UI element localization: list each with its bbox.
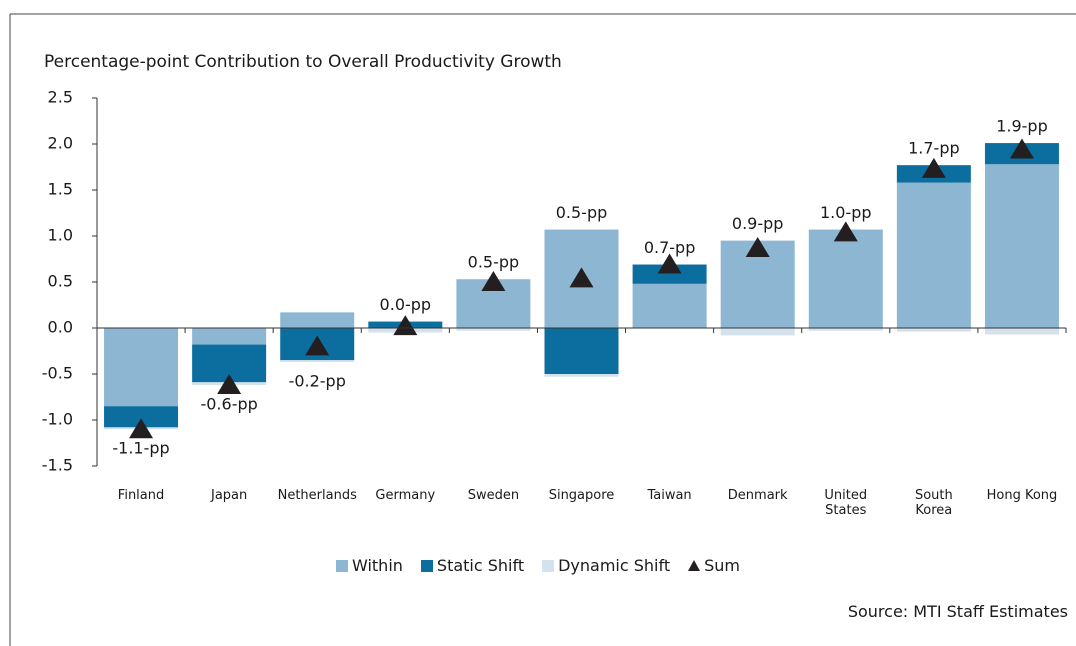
- legend-label: Sum: [704, 556, 741, 575]
- legend-swatch: [420, 559, 433, 572]
- data-label: 1.9-pp: [996, 117, 1048, 136]
- x-tick-label: Sweden: [467, 488, 520, 503]
- data-label: 0.7-pp: [644, 238, 696, 257]
- bar-segment: [720, 328, 795, 336]
- x-tick-label: Singapore: [548, 488, 615, 503]
- legend-item: Static Shift: [420, 556, 525, 575]
- x-tick-label: United States: [824, 488, 868, 518]
- y-tick-label: 0.0: [48, 318, 73, 337]
- sum-marker: [481, 271, 506, 291]
- bar-segment: [544, 374, 619, 377]
- x-tick-label-box: United States: [824, 488, 868, 518]
- source-note: Source: MTI Staff Estimates: [847, 602, 1068, 621]
- data-label: -0.6-pp: [200, 395, 257, 414]
- legend-label: Within: [351, 556, 403, 575]
- x-tick-label-box: South Korea: [914, 488, 953, 518]
- bar-segment: [808, 328, 883, 331]
- legend-item: Dynamic Shift: [542, 556, 670, 575]
- bar-segment: [104, 328, 179, 407]
- bar-segment: [896, 328, 971, 332]
- data-label: 0.9-pp: [732, 214, 784, 233]
- sum-marker: [217, 374, 242, 395]
- data-label: 1.7-pp: [908, 139, 960, 158]
- x-tick-label-box: Sweden: [467, 488, 520, 503]
- y-tick-label: 1.0: [48, 226, 73, 245]
- x-tick-label: Denmark: [727, 488, 788, 503]
- bar-segment: [896, 182, 971, 328]
- bar-segment: [192, 328, 267, 345]
- x-tick-label: Finland: [117, 488, 165, 503]
- sum-marker: [745, 236, 770, 257]
- bar-segment: [104, 406, 179, 428]
- sum-marker: [921, 157, 946, 178]
- x-tick-label: Netherlands: [277, 488, 357, 503]
- data-label: 0.5-pp: [468, 253, 520, 272]
- data-label: 0.0-pp: [380, 295, 432, 314]
- bar-segment: [544, 328, 619, 374]
- y-tick-label: -1.0: [42, 410, 73, 429]
- data-label: -0.2-pp: [289, 372, 346, 391]
- sum-marker: [1009, 138, 1034, 159]
- y-tick-label: -0.5: [42, 364, 73, 383]
- x-tick-label: South Korea: [914, 488, 953, 518]
- x-tick-label-box: Netherlands: [277, 488, 357, 503]
- bar-segment: [280, 360, 355, 363]
- x-tick-label-box: Singapore: [548, 488, 615, 503]
- sum-marker: [833, 221, 858, 242]
- bar-segment: [632, 264, 707, 284]
- legend-item: Sum: [688, 556, 740, 575]
- bar-segment: [632, 283, 707, 328]
- x-tick-label-box: Japan: [210, 488, 248, 503]
- sum-marker: [657, 253, 682, 274]
- y-tick-label: 0.5: [48, 272, 73, 291]
- sum-marker: [569, 267, 594, 288]
- x-tick-label: Germany: [375, 488, 436, 503]
- chart-title: Percentage-point Contribution to Overall…: [44, 52, 562, 72]
- data-label: 1.0-pp: [820, 203, 872, 222]
- x-tick-label-box: Taiwan: [647, 488, 692, 503]
- legend-label: Static Shift: [436, 556, 525, 575]
- legend-item: Within: [335, 556, 403, 575]
- sum-marker: [393, 315, 418, 336]
- sum-marker: [129, 418, 154, 439]
- y-tick-label: -1.5: [42, 456, 73, 475]
- y-tick-label: 2.5: [48, 88, 73, 107]
- legend-marker: [688, 560, 701, 571]
- data-label: -1.1-pp: [112, 439, 169, 458]
- sum-marker: [305, 335, 330, 356]
- bar-segment: [280, 312, 355, 328]
- x-tick-label: Japan: [210, 488, 248, 503]
- x-tick-label-box: Germany: [375, 488, 436, 503]
- legend: Within Static Shift Dynamic Shift Sum: [0, 556, 1076, 575]
- x-tick-label-box: Finland: [117, 488, 165, 503]
- legend-swatch: [542, 559, 555, 572]
- data-label: 0.5-pp: [556, 203, 608, 222]
- y-tick-label: 1.5: [48, 180, 73, 199]
- legend-swatch: [335, 559, 348, 572]
- x-tick-label-box: Denmark: [727, 488, 788, 503]
- bar-segment: [808, 229, 883, 328]
- x-tick-label-box: Hong Kong: [986, 488, 1058, 503]
- bar-segment: [456, 328, 531, 331]
- bar-segment: [984, 164, 1059, 328]
- bar-segment: [984, 328, 1059, 335]
- y-tick-label: 2.0: [48, 134, 73, 153]
- x-tick-label: Hong Kong: [986, 488, 1058, 503]
- x-tick-label: Taiwan: [647, 488, 692, 503]
- legend-label: Dynamic Shift: [558, 556, 671, 575]
